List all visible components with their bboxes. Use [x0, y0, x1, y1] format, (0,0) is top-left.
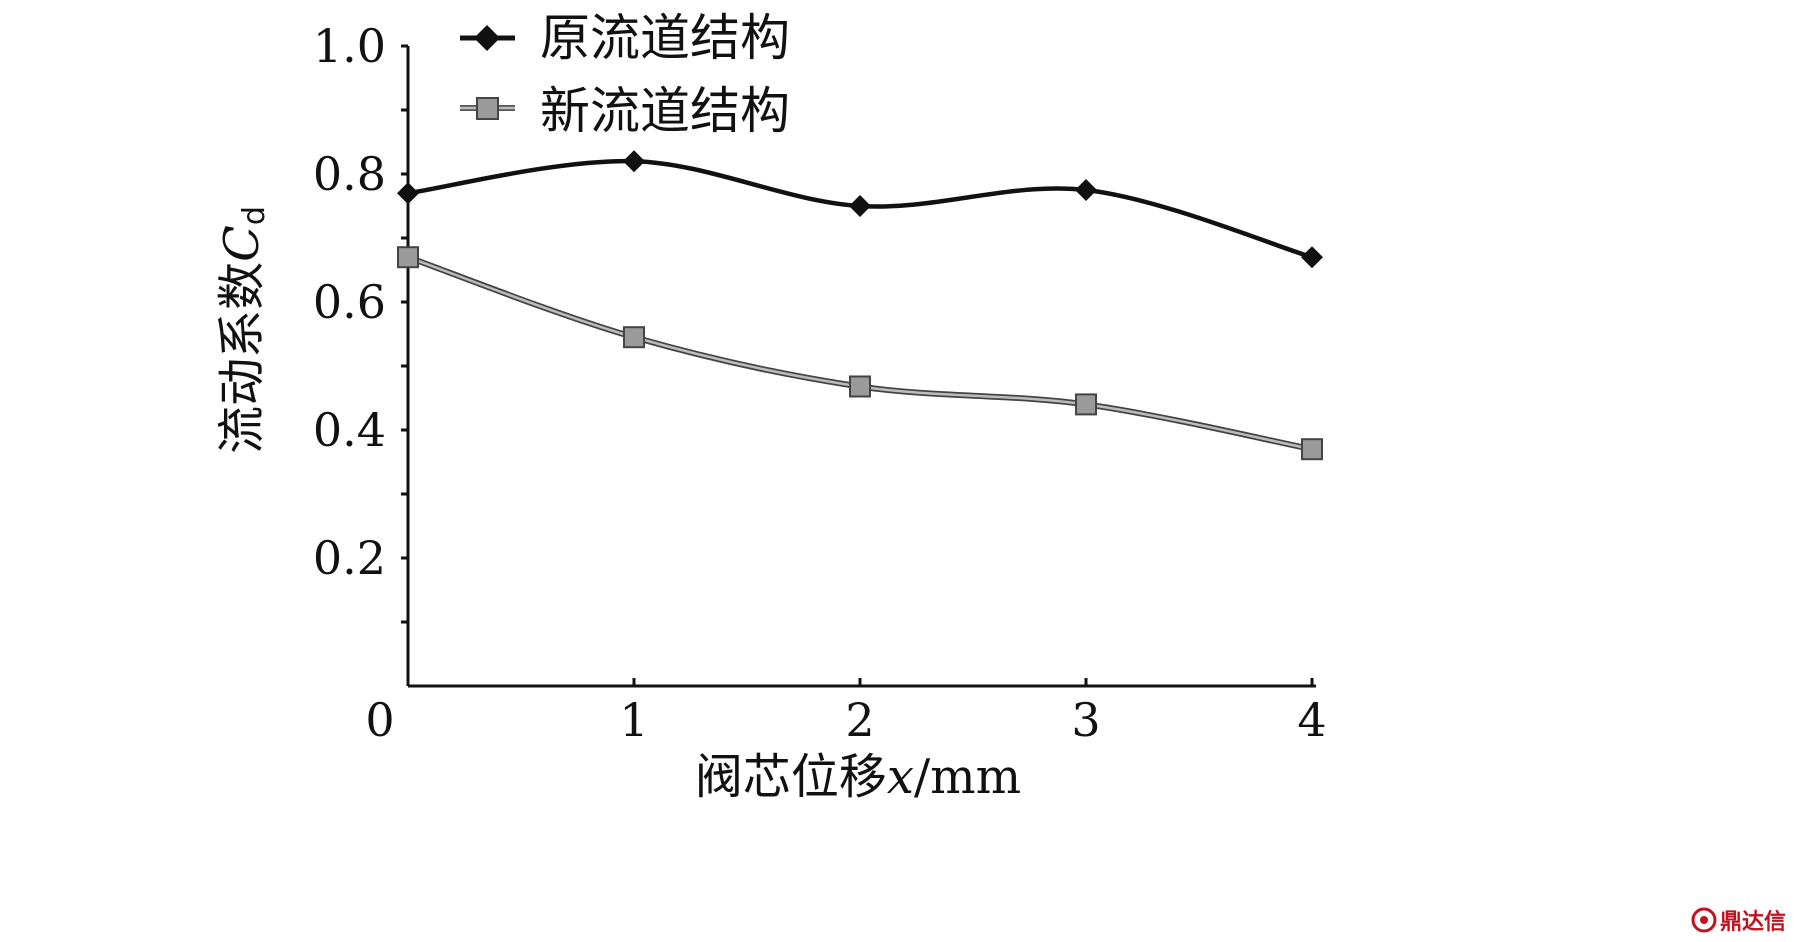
tick-labels: 0.2 0.4 0.6 0.8 1.0 0 1 2 3 4 [313, 19, 1327, 747]
y-axis-ticks [401, 44, 408, 624]
x-tick-label: 3 [1071, 693, 1100, 747]
watermark-logo-icon-dot [1700, 916, 1708, 924]
legend: 原流道结构 新流道结构 [460, 9, 790, 140]
y-tick-label: 1.0 [313, 19, 386, 73]
data-point-original [1301, 246, 1323, 269]
y-axis-title-sub: d [237, 206, 272, 225]
watermark-text: 鼎达信 [1720, 909, 1786, 935]
x-axis-title: 阀芯位移x/mm [695, 749, 1021, 805]
data-point-new [849, 375, 871, 398]
x-tick-label: 0 [365, 693, 394, 747]
y-axis-title: 流动系数Cd [214, 206, 272, 454]
series-line-new-inner [407, 256, 1313, 451]
data-point-original [1075, 179, 1097, 201]
watermark-logo-icon [1691, 907, 1717, 933]
series-layer [397, 150, 1323, 461]
y-tick-label: 0.2 [313, 531, 386, 585]
legend-marker-original [474, 25, 500, 51]
y-tick-label: 0.6 [313, 275, 386, 329]
x-axis-title-var: x [887, 749, 914, 805]
y-tick-label: 0.4 [313, 403, 386, 457]
watermark: 鼎达信 [1691, 907, 1786, 935]
x-axis-title-unit: /mm [914, 749, 1021, 805]
x-tick-label: 1 [619, 693, 648, 747]
data-point-new [1075, 393, 1097, 416]
data-point-original [397, 182, 419, 205]
y-axis-title-var: C [214, 225, 270, 262]
data-point-new [397, 246, 419, 269]
x-tick-label: 2 [845, 693, 874, 747]
legend-label-new: 新流道结构 [540, 82, 790, 140]
x-tick-label: 4 [1297, 693, 1326, 747]
x-axis-title-text: 阀芯位移 [695, 749, 887, 805]
x-axis-ticks [406, 678, 1314, 686]
data-point-new [1301, 438, 1323, 461]
legend-label-original: 原流道结构 [540, 9, 790, 67]
y-axis-title-text: 流动系数 [214, 262, 270, 454]
data-point-new [623, 326, 645, 349]
data-point-original [849, 195, 871, 217]
legend-item-new: 新流道结构 [460, 82, 790, 140]
y-tick-label: 0.8 [313, 147, 386, 201]
legend-marker-new [476, 97, 499, 120]
legend-item-original: 原流道结构 [460, 9, 790, 67]
data-point-original [623, 150, 645, 173]
